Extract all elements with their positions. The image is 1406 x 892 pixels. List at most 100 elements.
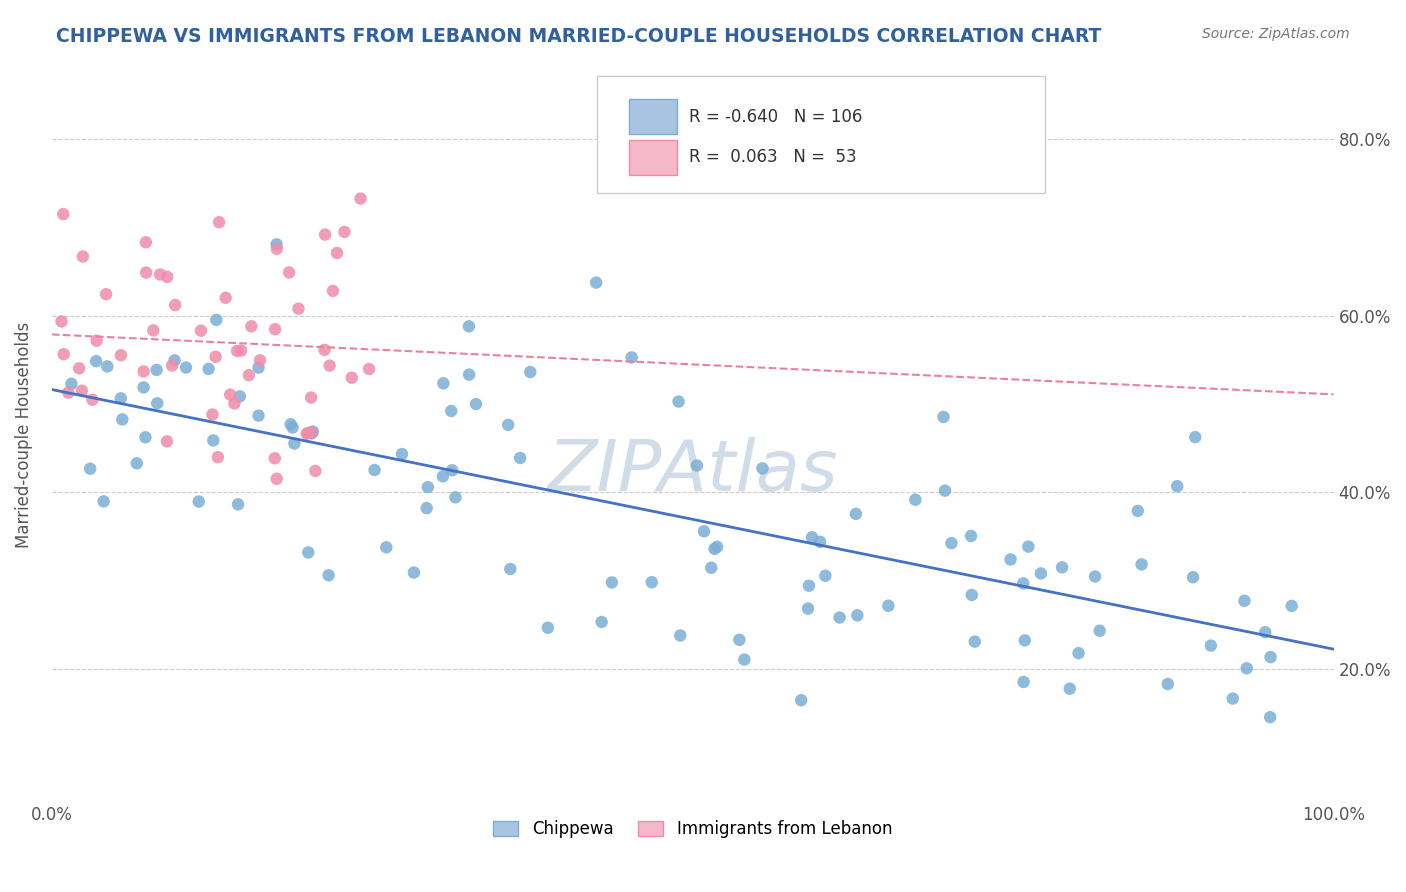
Point [247,409,270,423]
Point [391,447,413,461]
Point [226,497,249,511]
Point [1281,599,1303,613]
Point [458,319,481,334]
Point [96,359,118,374]
Point [302,425,325,439]
Point [132,380,155,394]
Point [458,368,481,382]
Point [797,601,820,615]
Point [299,425,322,439]
Point [219,387,242,401]
Point [960,529,983,543]
Point [52,347,75,361]
Point [281,420,304,434]
Point [301,426,323,441]
Point [1067,646,1090,660]
Point [693,524,716,539]
Point [797,579,820,593]
Point [814,568,837,582]
Point [287,301,309,316]
Point [280,417,302,432]
Text: CHIPPEWA VS IMMIGRANTS FROM LEBANON MARRIED-COUPLE HOUSEHOLDS CORRELATION CHART: CHIPPEWA VS IMMIGRANTS FROM LEBANON MARR… [56,27,1102,45]
Point [214,291,236,305]
Point [174,360,197,375]
Point [1199,639,1222,653]
Point [963,634,986,648]
Point [204,350,226,364]
Point [1012,675,1035,690]
Point [295,426,318,441]
Point [845,507,868,521]
Point [165,298,187,312]
Point [1157,677,1180,691]
Point [229,343,252,358]
Point [278,265,301,279]
Point [156,269,179,284]
Point [84,354,107,368]
Point [110,348,132,362]
Point [585,276,607,290]
Point [142,323,165,337]
Point [304,464,326,478]
Point [357,362,380,376]
Point [669,628,692,642]
Point [229,389,252,403]
Point [197,362,219,376]
Point [1184,430,1206,444]
Point [318,568,340,582]
Point [299,391,322,405]
Point [326,246,349,260]
Text: ZIPAtlas: ZIPAtlas [547,437,838,506]
Point [703,541,725,556]
Point [110,392,132,406]
Point [444,491,467,505]
Point [135,235,157,250]
FancyBboxPatch shape [628,99,678,135]
Point [1233,594,1256,608]
Point [314,227,336,242]
Point [706,540,728,554]
Point [238,368,260,383]
Point [808,534,831,549]
Text: Source: ZipAtlas.com: Source: ZipAtlas.com [1202,27,1350,41]
Point [1182,570,1205,584]
Point [86,334,108,348]
Point [877,599,900,613]
Point [201,408,224,422]
Point [240,319,263,334]
Point [537,621,560,635]
Point [111,412,134,426]
Point [1222,691,1244,706]
Point [1166,479,1188,493]
Point [416,480,439,494]
Point [846,608,869,623]
Point [733,652,755,666]
Point [266,472,288,486]
Point [465,397,488,411]
Point [934,483,956,498]
Point [600,575,623,590]
Text: R =  0.063   N =  53: R = 0.063 N = 53 [689,148,856,166]
Point [363,463,385,477]
Point [72,250,94,264]
Point [686,458,709,473]
Point [932,409,955,424]
Point [94,287,117,301]
Point [1059,681,1081,696]
Point [163,353,186,368]
Point [283,436,305,450]
Point [440,404,463,418]
Point [208,215,231,229]
Point [135,266,157,280]
Point [58,385,80,400]
Point [264,322,287,336]
Point [1236,661,1258,675]
Point [297,545,319,559]
Point [249,353,271,368]
Point [441,463,464,477]
Point [668,394,690,409]
Point [156,434,179,449]
Point [314,343,336,357]
Point [349,192,371,206]
Point [187,494,209,508]
